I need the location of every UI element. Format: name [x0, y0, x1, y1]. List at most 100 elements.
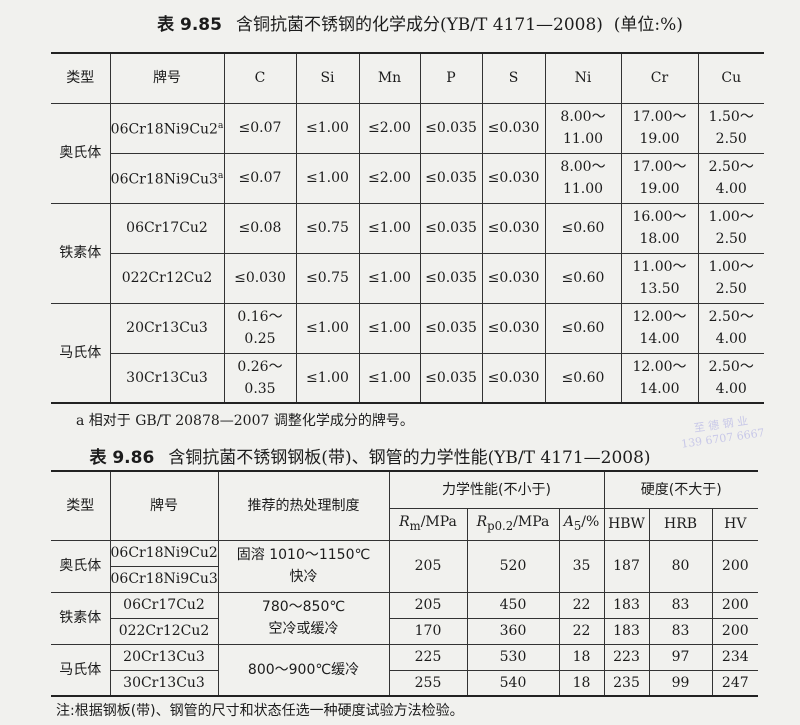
range-start: 11.00～	[632, 259, 687, 275]
value-cell: 83	[648, 617, 713, 645]
range-end: 11.00	[562, 181, 604, 197]
value-cell-C: ≤0.07	[223, 102, 297, 154]
value-cell: 187	[603, 539, 650, 593]
table1-title: 表 9.85 含铜抗菌不锈钢的化学成分(YB/T 4171—2008) (单位:%…	[157, 15, 683, 35]
grade-text: 06Cr17Cu2	[126, 220, 208, 236]
table-row: 06Cr18Ni9Cu3a ≤0.07 ≤1.00 ≤2.00 ≤0.035 ≤0.030…	[51, 152, 764, 204]
header-hardness: 硬度(不大于)	[603, 470, 759, 509]
value-cell: 83	[648, 591, 713, 619]
range-end: 19.00	[639, 131, 680, 147]
value-cell: 235	[603, 669, 650, 697]
grade-cell: 022Cr12Cu2	[110, 252, 225, 304]
range-start: 17.00～	[632, 159, 687, 175]
column-header: Si	[295, 52, 360, 104]
value-cell: 200	[711, 617, 759, 645]
value-cell-S: ≤0.030	[481, 152, 546, 204]
value-cell: 530	[466, 643, 560, 671]
header-rp02: Rp0.2/MPa	[466, 507, 560, 541]
column-header: Cu	[697, 52, 764, 104]
value-cell-Cu: 2.50～ 4.00	[697, 302, 764, 354]
value-cell: 18	[558, 669, 605, 697]
range-start: ≤0.60	[561, 320, 605, 336]
value-cell: 450	[466, 591, 560, 619]
value-cell: 225	[388, 643, 468, 671]
range-start: 1.00～	[708, 209, 754, 225]
value-cell-Si: ≤1.00	[295, 302, 360, 354]
value-cell-Mn: ≤2.00	[358, 102, 421, 154]
table-row: 铁素体 06Cr17Cu2 780～850℃ 空冷或缓冷 205 450 22 183 83 20…	[51, 591, 759, 645]
table-row: 06Cr18Ni9Cu3	[51, 565, 758, 593]
value-cell-Mn: ≤1.00	[358, 252, 421, 304]
range-end: 4.00	[715, 380, 747, 397]
value-cell: 170	[388, 617, 468, 645]
grade-cell: 20Cr13Cu3	[109, 643, 219, 671]
value-cell-Ni: 8.00～ 11.00	[544, 102, 622, 154]
range-start: ≤0.60	[561, 369, 605, 386]
type-cell: 马氏体	[51, 302, 111, 404]
table-row: 022Cr12Cu2 170 360 22 183 83 200	[51, 617, 759, 645]
value-cell-S: ≤0.030	[481, 202, 546, 254]
table2-note: 注:根据钢板(带)、钢管的尺寸和状态任选一种硬度试验方法检验。	[56, 703, 464, 719]
range-end: 2.50	[715, 131, 747, 147]
heat-line: 780～850℃	[261, 599, 346, 615]
value-cell: 360	[466, 617, 560, 645]
value-cell: 80	[648, 539, 713, 593]
range-end: 4.00	[715, 331, 747, 347]
value-cell-Ni: ≤0.60	[544, 252, 622, 304]
type-cell: 奥氏体	[51, 102, 111, 204]
table-row: 022Cr12Cu2 ≤0.030 ≤0.75 ≤1.00 ≤0.035 ≤0.030 ≤0…	[51, 252, 764, 304]
value-cell: 234	[711, 643, 759, 671]
header-grade: 牌号	[109, 470, 219, 541]
range-start: ≤0.60	[561, 270, 605, 286]
value-cell-Si: ≤1.00	[295, 152, 360, 204]
value-cell: 540	[466, 669, 560, 697]
value-cell-P: ≤0.035	[419, 202, 483, 254]
range-end: 13.50	[639, 281, 680, 297]
range-end: 19.00	[639, 181, 680, 197]
range-end: 11.00	[562, 131, 604, 147]
header-heat-treatment: 推荐的热处理制度	[217, 470, 390, 541]
heat-treatment-cell: 800～900℃缓冷	[217, 643, 390, 697]
header-a5: A5/%	[558, 507, 605, 541]
value-cell-Cu: 2.50～ 4.00	[697, 352, 764, 404]
column-header: P	[419, 52, 483, 104]
header-mechanical: 力学性能(不小于)	[388, 470, 605, 509]
value-cell: 520	[466, 539, 560, 593]
value-cell: 18	[558, 643, 605, 671]
value-cell-S: ≤0.030	[481, 302, 546, 354]
table-row: 30Cr13Cu3 0.26～ 0.35 ≤1.00 ≤1.00 ≤0.035 ≤0.03…	[51, 352, 764, 404]
value-cell-Si: ≤0.75	[295, 252, 360, 304]
range-end: 18.00	[639, 231, 680, 247]
value-cell-S: ≤0.030	[481, 252, 546, 304]
value-cell-Cu: 1.50～ 2.50	[697, 102, 764, 154]
table-row: 30Cr13Cu3 255 540 18 235 99 247	[51, 669, 759, 697]
value-cell-P: ≤0.035	[419, 302, 483, 354]
value-cell: 247	[711, 669, 759, 697]
column-header: Mn	[358, 52, 421, 104]
grade-cell: 022Cr12Cu2	[110, 617, 219, 645]
range-end: 4.00	[715, 181, 747, 197]
range-end: 14.00	[639, 331, 680, 347]
grade-cell: 06Cr17Cu2	[109, 202, 225, 254]
value-cell: 183	[603, 591, 650, 619]
value-cell-Mn: ≤1.00	[358, 302, 421, 354]
value-cell-P: ≤0.035	[419, 352, 483, 404]
range-start: 2.50～	[708, 358, 754, 375]
range-start: 2.50～	[708, 159, 754, 175]
value-cell-Cr: 12.00～ 14.00	[620, 302, 699, 354]
column-header: 牌号	[109, 52, 225, 104]
heat-line: 空冷或缓冷	[268, 621, 339, 637]
value-cell-Cr: 17.00～ 19.00	[620, 152, 699, 204]
range-start: 12.00～	[632, 309, 687, 325]
column-header: 类型	[51, 52, 111, 104]
heat-line: 800～900℃缓冷	[247, 661, 360, 678]
grade-cell: 30Cr13Cu3	[110, 352, 225, 404]
value-cell-Mn: ≤1.00	[358, 202, 421, 254]
range-end: 14.00	[639, 380, 680, 397]
column-header: C	[223, 52, 297, 104]
grade-text: 022Cr12Cu2	[121, 270, 213, 286]
header-type: 类型	[51, 470, 111, 541]
value-cell-Cu: 2.50～ 4.00	[697, 152, 764, 204]
range-start: 1.00～	[708, 259, 754, 275]
value-cell-S: ≤0.030	[481, 352, 546, 404]
